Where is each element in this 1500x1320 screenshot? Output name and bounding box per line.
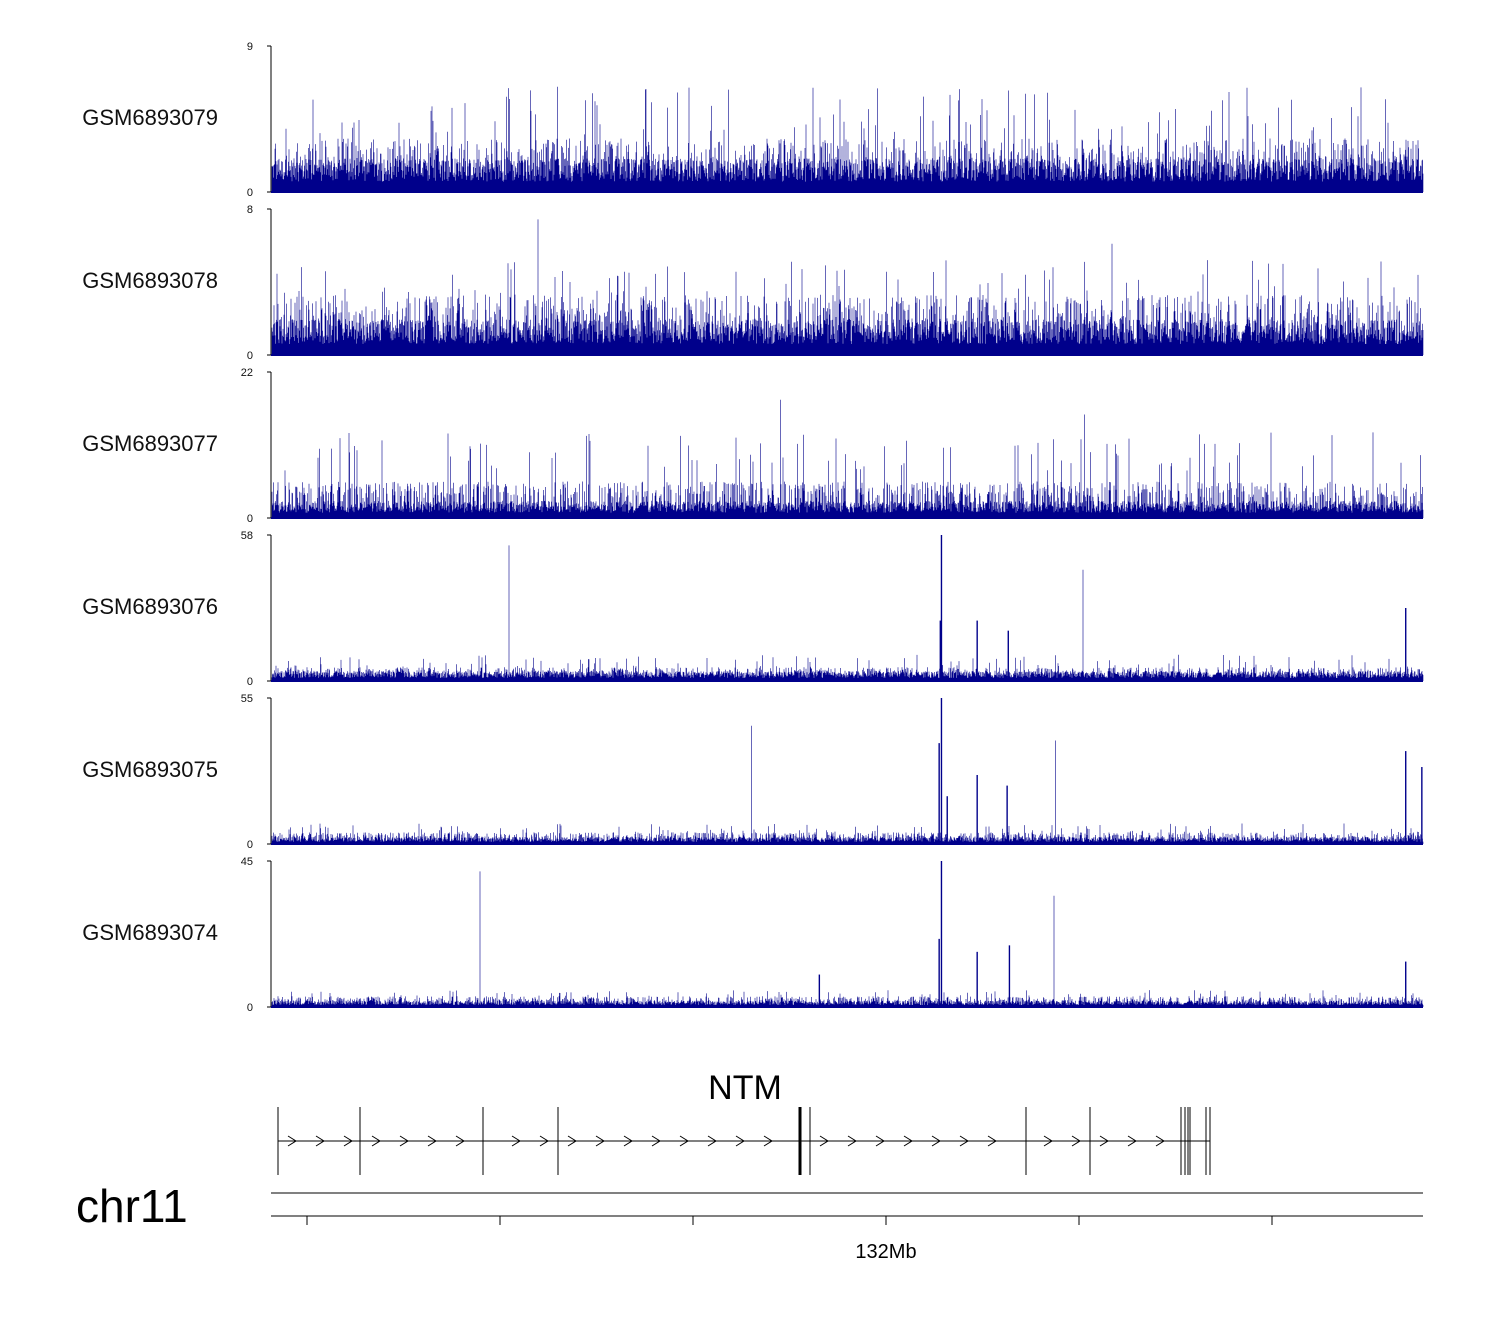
y-axis-min-label: 0 — [247, 1002, 253, 1014]
strand-arrow-icon — [679, 1135, 689, 1147]
strand-arrow-icon — [763, 1135, 773, 1147]
coverage-signal — [271, 871, 1424, 1007]
gene-model-ntm: NTM — [277, 1069, 1211, 1175]
genome-axis-ticks — [306, 1216, 1273, 1225]
y-axis-min-label: 0 — [247, 839, 253, 851]
strand-arrow-icon — [987, 1135, 997, 1147]
strand-arrow-icon — [847, 1135, 857, 1147]
strand-arrow-icon — [875, 1135, 885, 1147]
strand-arrow-icon — [1127, 1135, 1137, 1147]
strand-arrow-icon — [1043, 1135, 1053, 1147]
track-GSM6893074: GSM6893074 45 0 — [82, 856, 1424, 1014]
coverage-signal — [271, 725, 1424, 844]
strand-arrow-icon — [931, 1135, 941, 1147]
y-axis-max-label: 55 — [241, 693, 253, 705]
y-axis-max-label: 45 — [241, 856, 253, 868]
track-label: GSM6893078 — [82, 268, 218, 293]
y-axis-min-label: 0 — [247, 187, 253, 199]
track-label: GSM6893077 — [82, 431, 218, 456]
coverage-signal — [271, 219, 1424, 355]
coverage-signal — [271, 86, 1424, 192]
track-label: GSM6893076 — [82, 594, 218, 619]
strand-arrow-icon — [1071, 1135, 1081, 1147]
strand-arrow-icon — [707, 1135, 717, 1147]
strand-arrow-icon — [287, 1135, 297, 1147]
y-axis-max-label: 9 — [247, 41, 253, 53]
strand-arrow-icon — [1099, 1135, 1109, 1147]
track-label: GSM6893079 — [82, 105, 218, 130]
y-axis-max-label: 8 — [247, 204, 253, 216]
track-GSM6893079: GSM6893079 9 0 — [82, 41, 1424, 199]
track-GSM6893078: GSM6893078 8 0 — [82, 204, 1424, 362]
track-label: GSM6893075 — [82, 757, 218, 782]
gene-structure — [277, 1107, 1211, 1175]
chromosome-axis: chr11 132Mb — [76, 1180, 1423, 1263]
track-GSM6893075: GSM6893075 55 0 — [82, 693, 1424, 851]
genome-axis-label: 132Mb — [855, 1241, 916, 1263]
strand-arrow-icon — [1155, 1135, 1165, 1147]
strand-arrow-icon — [595, 1135, 605, 1147]
y-axis-max-label: 22 — [241, 367, 253, 379]
strand-arrow-icon — [819, 1135, 829, 1147]
strand-arrow-icon — [399, 1135, 409, 1147]
y-axis-min-label: 0 — [247, 513, 253, 525]
strand-arrow-icon — [903, 1135, 913, 1147]
strand-arrow-icon — [511, 1135, 521, 1147]
y-axis-max-label: 58 — [241, 530, 253, 542]
track-GSM6893077: GSM6893077 22 0 — [82, 367, 1424, 525]
strand-arrow-icon — [539, 1135, 549, 1147]
strand-arrow-icon — [455, 1135, 465, 1147]
coverage-tracks: GSM689307990GSM689307880GSM6893077220GSM… — [82, 41, 1424, 1014]
track-label: GSM6893074 — [82, 920, 218, 945]
strand-arrow-icon — [735, 1135, 745, 1147]
strand-arrow-icon — [567, 1135, 577, 1147]
strand-arrow-icon — [315, 1135, 325, 1147]
strand-arrow-icon — [427, 1135, 437, 1147]
strand-arrow-icon — [623, 1135, 633, 1147]
chromosome-label: chr11 — [76, 1180, 188, 1232]
strand-arrow-icon — [959, 1135, 969, 1147]
strand-arrow-icon — [343, 1135, 353, 1147]
track-GSM6893076: GSM6893076 58 0 — [82, 530, 1424, 688]
y-axis-min-label: 0 — [247, 350, 253, 362]
y-axis-min-label: 0 — [247, 676, 253, 688]
strand-arrow-icon — [651, 1135, 661, 1147]
strand-arrow-icon — [371, 1135, 381, 1147]
gene-label: NTM — [708, 1069, 782, 1107]
coverage-signal — [271, 545, 1424, 681]
coverage-signal — [271, 399, 1424, 518]
